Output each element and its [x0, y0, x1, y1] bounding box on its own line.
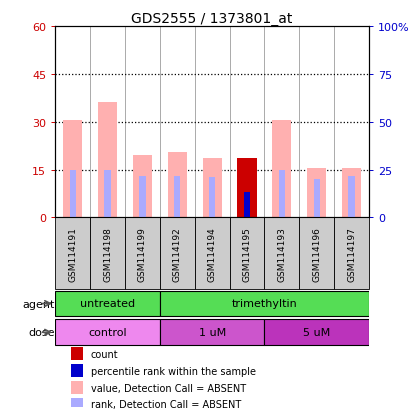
- FancyBboxPatch shape: [55, 291, 160, 317]
- Text: GSM114194: GSM114194: [207, 226, 216, 281]
- Bar: [71, 364, 83, 377]
- Bar: [278, 170, 284, 218]
- FancyBboxPatch shape: [299, 218, 333, 290]
- Bar: [202, 159, 221, 218]
- Bar: [71, 398, 83, 411]
- Text: trimethyltin: trimethyltin: [231, 298, 297, 308]
- FancyBboxPatch shape: [264, 320, 368, 345]
- Bar: [70, 170, 76, 218]
- Text: dose: dose: [28, 328, 54, 337]
- Bar: [209, 178, 215, 218]
- Bar: [139, 176, 145, 218]
- Bar: [237, 159, 256, 218]
- FancyBboxPatch shape: [90, 218, 125, 290]
- Bar: [243, 192, 249, 218]
- FancyBboxPatch shape: [160, 218, 194, 290]
- Text: value, Detection Call = ABSENT: value, Detection Call = ABSENT: [90, 382, 245, 393]
- Text: GSM114195: GSM114195: [242, 226, 251, 281]
- Text: 1 uM: 1 uM: [198, 327, 225, 337]
- Bar: [341, 169, 360, 218]
- Text: count: count: [90, 349, 118, 359]
- Text: GSM114191: GSM114191: [68, 226, 77, 281]
- Text: rank, Detection Call = ABSENT: rank, Detection Call = ABSENT: [90, 399, 240, 409]
- Title: GDS2555 / 1373801_at: GDS2555 / 1373801_at: [131, 12, 292, 26]
- FancyBboxPatch shape: [55, 218, 90, 290]
- Bar: [63, 121, 82, 218]
- FancyBboxPatch shape: [55, 320, 160, 345]
- Bar: [306, 169, 326, 218]
- Text: GSM114196: GSM114196: [312, 226, 320, 281]
- Text: GSM114199: GSM114199: [138, 226, 146, 281]
- Text: GSM114193: GSM114193: [277, 226, 285, 281]
- Text: agent: agent: [22, 299, 54, 309]
- Bar: [167, 152, 187, 218]
- Bar: [348, 176, 354, 218]
- FancyBboxPatch shape: [160, 320, 264, 345]
- Bar: [71, 381, 83, 394]
- Text: GSM114198: GSM114198: [103, 226, 112, 281]
- FancyBboxPatch shape: [194, 218, 229, 290]
- Bar: [272, 121, 291, 218]
- Bar: [174, 176, 180, 218]
- FancyBboxPatch shape: [125, 218, 160, 290]
- Bar: [104, 170, 110, 218]
- Text: GSM114192: GSM114192: [173, 226, 181, 281]
- Text: 5 uM: 5 uM: [302, 327, 330, 337]
- Bar: [133, 156, 152, 218]
- FancyBboxPatch shape: [333, 218, 368, 290]
- Text: untreated: untreated: [80, 298, 135, 308]
- Text: percentile rank within the sample: percentile rank within the sample: [90, 366, 255, 376]
- Text: GSM114197: GSM114197: [346, 226, 355, 281]
- Bar: [71, 347, 83, 361]
- FancyBboxPatch shape: [160, 291, 368, 317]
- Text: control: control: [88, 327, 127, 337]
- FancyBboxPatch shape: [264, 218, 299, 290]
- Bar: [98, 103, 117, 218]
- FancyBboxPatch shape: [229, 218, 264, 290]
- Bar: [313, 180, 319, 218]
